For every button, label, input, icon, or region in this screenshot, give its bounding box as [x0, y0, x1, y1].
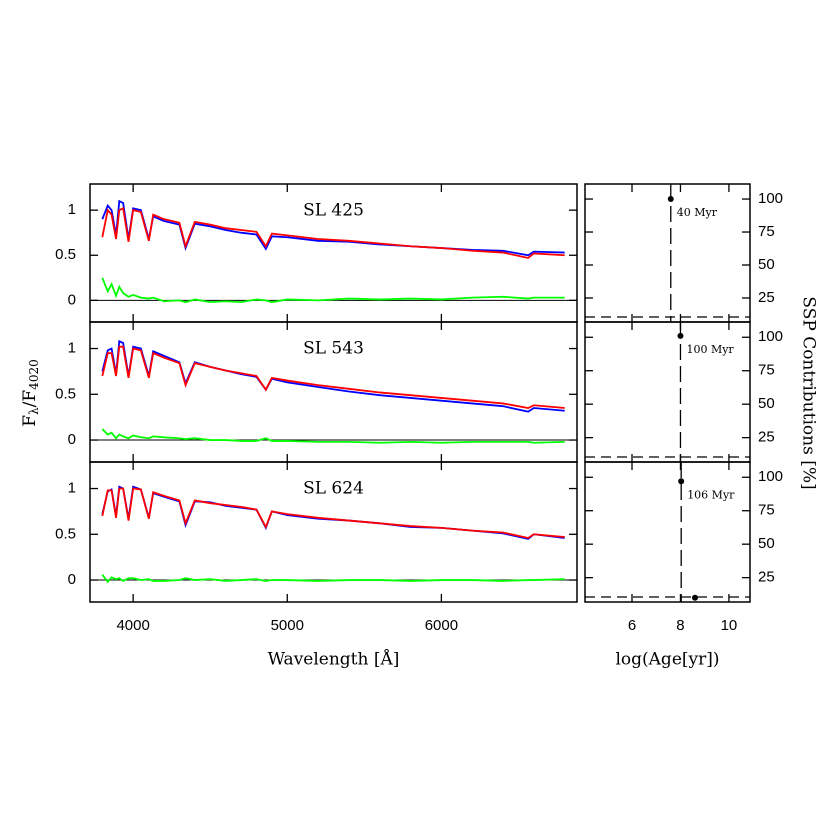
ylabel-part: λ	[27, 407, 41, 415]
panel-title: SL 624	[303, 479, 364, 499]
y-tick-label: 75	[758, 223, 775, 240]
y-tick-label: 100	[758, 328, 783, 345]
y-tick-label: 1	[68, 201, 76, 218]
spectrum-line	[101, 428, 565, 444]
y-tick-label: 100	[758, 468, 783, 485]
x-tick-label: 10	[721, 617, 738, 634]
point	[692, 594, 698, 601]
x-tick-label: 5000	[271, 617, 304, 634]
spectrum-line	[101, 345, 565, 409]
y-tick-label: 25	[758, 429, 775, 446]
ylabel-part: 4020	[27, 359, 41, 390]
annotation: 40 Myr	[677, 206, 718, 219]
y-tick-label: 50	[758, 395, 775, 412]
x-axis-label: log(Age[yr])	[615, 650, 719, 670]
x-axis-label: Wavelength [Å]	[268, 649, 400, 670]
panel-frame	[89, 461, 578, 603]
y-axis-label: SSP Contributions [%]	[799, 296, 819, 489]
x-tick-label: 6	[628, 617, 636, 634]
y-tick-label: 0.5	[55, 525, 76, 542]
ylabel-part: F	[20, 415, 40, 427]
annotation: 106 Myr	[687, 488, 735, 501]
spectrum-line	[101, 207, 565, 259]
spectrum-line	[101, 277, 565, 304]
spectrum-line	[101, 574, 565, 584]
y-tick-label: 75	[758, 362, 775, 379]
panel-title: SL 425	[303, 201, 364, 221]
y-tick-label: 0	[68, 431, 76, 448]
x-tick-label: 4000	[116, 617, 149, 634]
y-tick-label: 1	[68, 340, 76, 357]
point	[667, 196, 674, 203]
y-tick-label: 0.5	[55, 246, 76, 263]
panel-frame	[584, 183, 751, 323]
y-axis-label: Fλ/F4020	[20, 359, 41, 426]
y-tick-label: 75	[758, 502, 775, 519]
y-tick-label: 50	[758, 256, 775, 273]
point	[677, 332, 684, 339]
y-tick-label: 0.5	[55, 385, 76, 402]
y-tick-label: 25	[758, 569, 775, 586]
annotation: 100 Myr	[686, 343, 734, 356]
panel-frame	[584, 461, 751, 603]
y-tick-label: 0	[68, 571, 76, 588]
y-tick-label: 1	[68, 480, 76, 497]
y-tick-label: 0	[68, 291, 76, 308]
ylabel-part: /F	[20, 390, 40, 408]
x-tick-label: 6000	[425, 617, 458, 634]
panel-title: SL 543	[303, 339, 364, 359]
spectrum-line	[101, 487, 565, 539]
x-tick-label: 8	[676, 617, 684, 634]
point	[678, 478, 685, 485]
y-tick-label: 25	[758, 289, 775, 306]
y-tick-label: 100	[758, 190, 783, 207]
y-tick-label: 50	[758, 535, 775, 552]
